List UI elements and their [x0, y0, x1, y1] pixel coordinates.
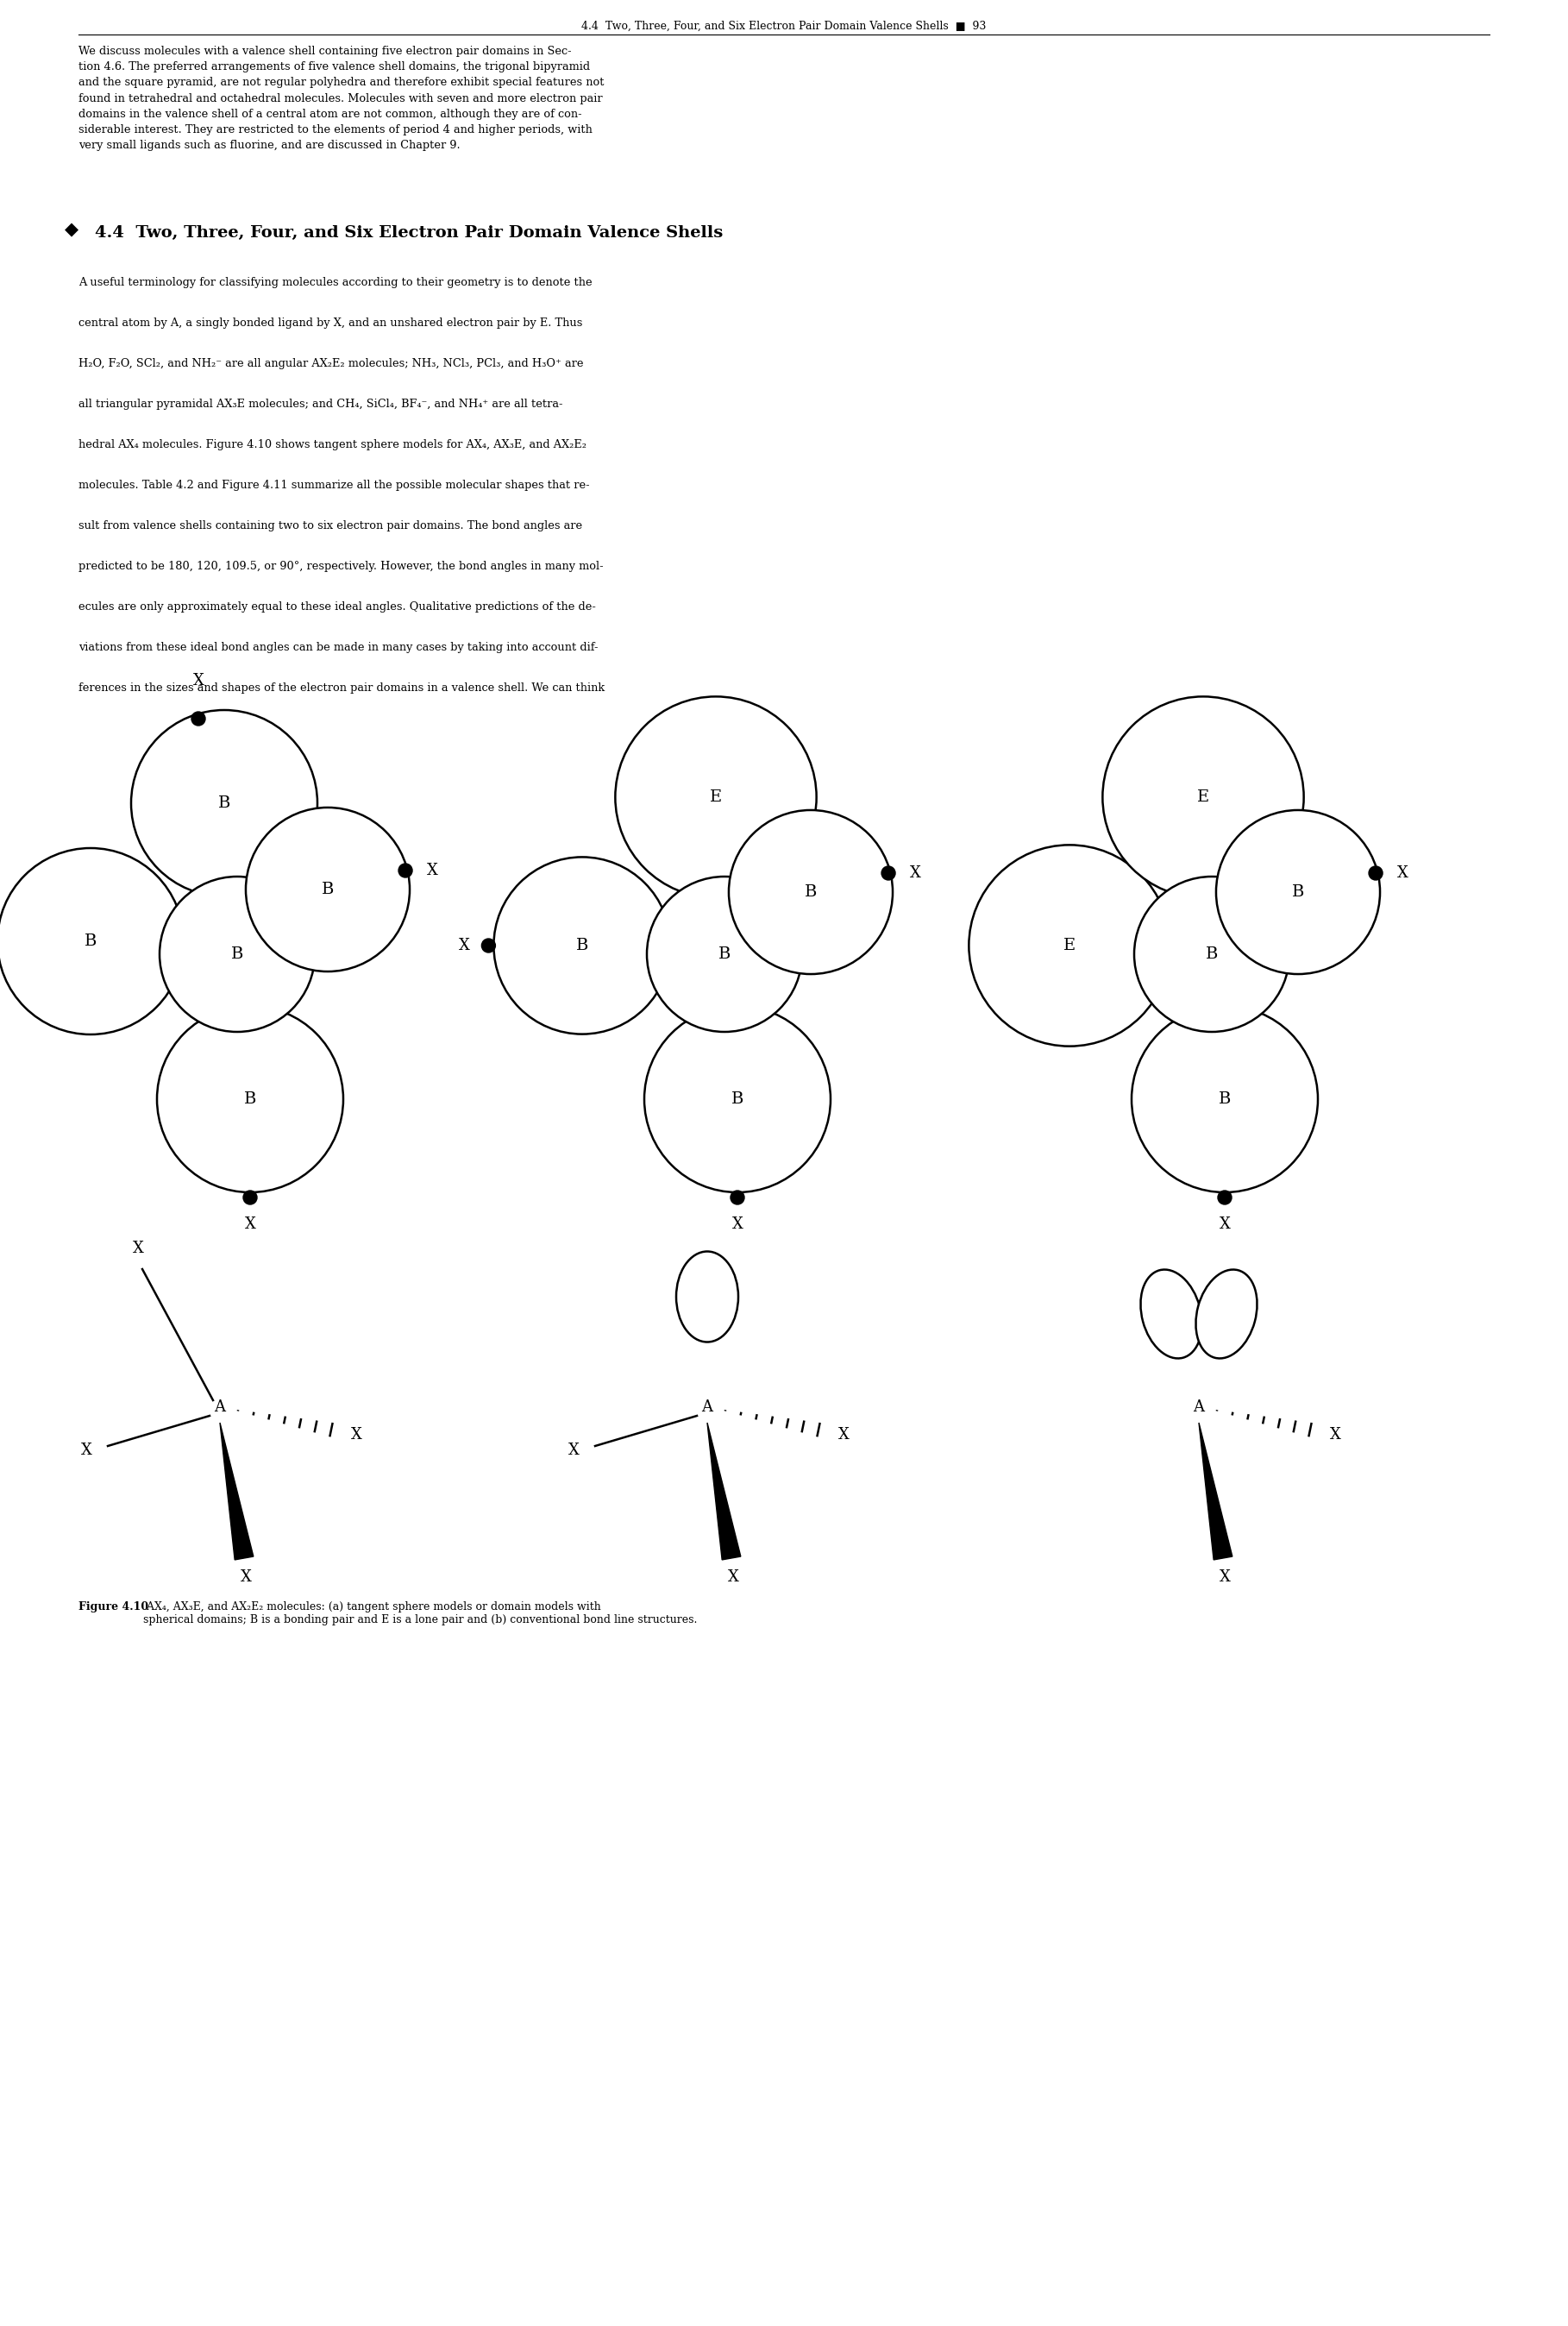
Text: B: B [718, 947, 731, 963]
Text: B: B [85, 933, 97, 949]
Text: X: X [240, 1570, 251, 1584]
Text: B: B [804, 884, 817, 900]
Circle shape [1102, 695, 1303, 898]
Circle shape [1132, 1005, 1317, 1193]
Polygon shape [220, 1424, 254, 1561]
Circle shape [243, 1191, 257, 1205]
Text: AX₄, AX₃E, and AX₂E₂ molecules: (a) tangent sphere models or domain models with
: AX₄, AX₃E, and AX₂E₂ molecules: (a) tang… [143, 1600, 698, 1626]
Text: E: E [1196, 789, 1209, 805]
Text: X: X [728, 1570, 739, 1584]
Text: viations from these ideal bond angles can be made in many cases by taking into a: viations from these ideal bond angles ca… [78, 642, 597, 654]
Text: molecules. Table 4.2 and Figure 4.11 summarize all the possible molecular shapes: molecules. Table 4.2 and Figure 4.11 sum… [78, 479, 590, 491]
Text: X: X [839, 1428, 850, 1442]
Text: B: B [230, 947, 243, 963]
Circle shape [729, 809, 892, 975]
Text: B: B [1218, 1091, 1231, 1107]
Text: X: X [458, 937, 469, 954]
Circle shape [731, 1191, 745, 1205]
Text: E: E [710, 789, 721, 805]
Polygon shape [707, 1424, 740, 1561]
Circle shape [648, 877, 803, 1033]
Circle shape [1134, 877, 1289, 1033]
Circle shape [160, 877, 315, 1033]
Circle shape [157, 1005, 343, 1193]
Text: central atom by A, a singly bonded ligand by X, and an unshared electron pair by: central atom by A, a singly bonded ligan… [78, 316, 582, 328]
Text: We discuss molecules with a valence shell containing five electron pair domains : We discuss molecules with a valence shel… [78, 47, 604, 151]
Ellipse shape [676, 1251, 739, 1342]
Circle shape [1218, 1191, 1231, 1205]
Circle shape [246, 807, 409, 972]
Text: X: X [193, 672, 204, 688]
Text: A: A [1193, 1400, 1204, 1414]
Text: all triangular pyramidal AX₃E molecules; and CH₄, SiCl₄, BF₄⁻, and NH₄⁺ are all : all triangular pyramidal AX₃E molecules;… [78, 398, 563, 409]
Text: E: E [1063, 937, 1076, 954]
Circle shape [191, 712, 205, 726]
Text: X: X [1220, 1216, 1231, 1233]
Text: B: B [731, 1091, 743, 1107]
Circle shape [1369, 865, 1383, 879]
Ellipse shape [1140, 1270, 1203, 1358]
Text: B: B [245, 1091, 256, 1107]
Text: ◆: ◆ [64, 221, 78, 237]
Circle shape [0, 849, 183, 1035]
Ellipse shape [1196, 1270, 1258, 1358]
Text: 4.4  Two, Three, Four, and Six Electron Pair Domain Valence Shells  ■  93: 4.4 Two, Three, Four, and Six Electron P… [582, 21, 986, 33]
Text: Figure 4.10: Figure 4.10 [78, 1600, 149, 1612]
Text: sult from valence shells containing two to six electron pair domains. The bond a: sult from valence shells containing two … [78, 521, 582, 530]
Circle shape [644, 1005, 831, 1193]
Text: A: A [701, 1400, 713, 1414]
Polygon shape [1200, 1424, 1232, 1561]
Text: ferences in the sizes and shapes of the electron pair domains in a valence shell: ferences in the sizes and shapes of the … [78, 682, 605, 693]
Text: A: A [215, 1400, 226, 1414]
Text: X: X [351, 1428, 362, 1442]
Text: X: X [569, 1442, 580, 1458]
Text: B: B [575, 937, 588, 954]
Circle shape [398, 863, 412, 877]
Text: 4.4  Two, Three, Four, and Six Electron Pair Domain Valence Shells: 4.4 Two, Three, Four, and Six Electron P… [96, 226, 723, 240]
Text: X: X [909, 865, 920, 882]
Text: B: B [1292, 884, 1305, 900]
Text: H₂O, F₂O, SCl₂, and NH₂⁻ are all angular AX₂E₂ molecules; NH₃, NCl₃, PCl₃, and H: H₂O, F₂O, SCl₂, and NH₂⁻ are all angular… [78, 358, 583, 370]
Text: X: X [82, 1442, 93, 1458]
Text: X: X [245, 1216, 256, 1233]
Text: ecules are only approximately equal to these ideal angles. Qualitative predictio: ecules are only approximately equal to t… [78, 602, 596, 612]
Circle shape [615, 695, 817, 898]
Text: B: B [218, 795, 230, 812]
Text: X: X [1220, 1570, 1231, 1584]
Circle shape [969, 844, 1170, 1047]
Text: B: B [1206, 947, 1218, 963]
Circle shape [481, 940, 495, 951]
Circle shape [494, 856, 671, 1035]
Circle shape [881, 865, 895, 879]
Text: hedral AX₄ molecules. Figure 4.10 shows tangent sphere models for AX₄, AX₃E, and: hedral AX₄ molecules. Figure 4.10 shows … [78, 440, 586, 451]
Text: B: B [321, 882, 334, 898]
Text: X: X [732, 1216, 743, 1233]
Circle shape [1217, 809, 1380, 975]
Text: A useful terminology for classifying molecules according to their geometry is to: A useful terminology for classifying mol… [78, 277, 593, 288]
Text: X: X [132, 1240, 144, 1256]
Text: X: X [1330, 1428, 1341, 1442]
Text: predicted to be 180, 120, 109.5, or 90°, respectively. However, the bond angles : predicted to be 180, 120, 109.5, or 90°,… [78, 561, 604, 572]
Text: X: X [1397, 865, 1408, 882]
Text: X: X [426, 863, 437, 879]
Circle shape [132, 709, 317, 896]
